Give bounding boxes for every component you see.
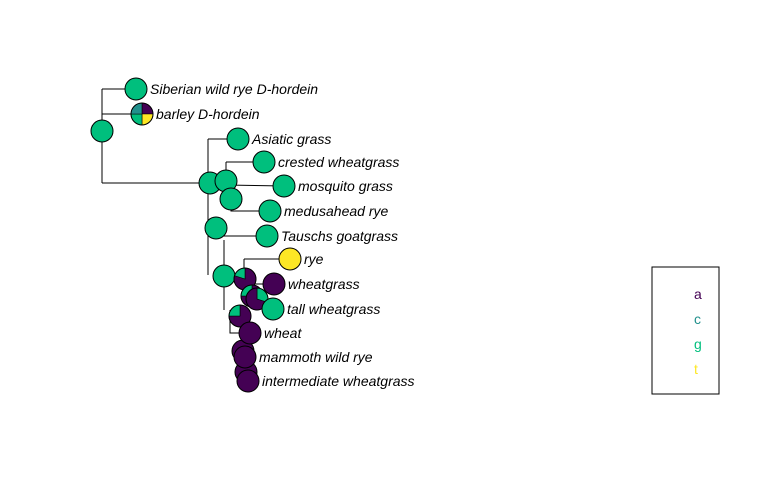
- legend-item-t: t: [694, 361, 698, 377]
- tip-pie-t6: [258, 199, 282, 223]
- tip-pie-t5: [272, 174, 296, 198]
- tip-label: Tauschs goatgrass: [281, 228, 398, 244]
- tip-pie-t1: [124, 77, 148, 101]
- legend-item-c: c: [694, 311, 701, 327]
- internal-node-pie: [233, 267, 257, 291]
- tip-labels: Siberian wild rye D-hordein barley D-hord…: [150, 81, 415, 389]
- legend-item-a: a: [694, 286, 702, 302]
- tip-label: wheat: [264, 325, 302, 341]
- tip-label: barley D-hordein: [156, 106, 260, 122]
- internal-node-pie: [228, 304, 252, 328]
- internal-node-pie: [219, 187, 243, 211]
- tip-pie-t4: [252, 150, 276, 174]
- internal-node-pie: [204, 216, 228, 240]
- tip-label: Siberian wild rye D-hordein: [150, 81, 318, 97]
- tip-pie-t12: [233, 345, 257, 369]
- legend-box: [651, 266, 720, 395]
- tip-label: tall wheatgrass: [287, 301, 380, 317]
- tip-label: intermediate wheatgrass: [262, 373, 415, 389]
- tip-label: mammoth wild rye: [259, 349, 373, 365]
- legend: a c g t: [651, 266, 720, 395]
- tip-node-pies: [124, 77, 302, 393]
- tip-pie-t8: [278, 247, 302, 271]
- tip-pie-t2: [130, 102, 154, 126]
- internal-node-pies: [90, 119, 269, 384]
- tip-pie-t3: [226, 127, 250, 151]
- internal-node-pie: [212, 264, 236, 288]
- tip-pie-t7: [255, 224, 279, 248]
- tip-label: crested wheatgrass: [278, 154, 399, 170]
- tip-label: wheatgrass: [288, 276, 360, 292]
- tip-pie-t9: [262, 272, 286, 296]
- tip-label: mosquito grass: [298, 178, 393, 194]
- tip-label: Asiatic grass: [251, 131, 331, 147]
- tip-pie-t11: [238, 321, 262, 345]
- tip-label: rye: [304, 251, 324, 267]
- tip-label: medusahead rye: [284, 203, 389, 219]
- legend-item-g: g: [694, 336, 702, 352]
- internal-node-pie: [90, 119, 114, 143]
- tip-pie-t13: [236, 369, 260, 393]
- tip-pie-t10: [261, 297, 285, 321]
